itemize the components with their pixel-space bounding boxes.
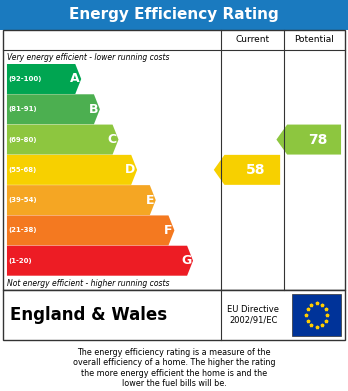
Polygon shape <box>7 246 193 276</box>
Text: EU Directive
2002/91/EC: EU Directive 2002/91/EC <box>227 305 279 325</box>
Text: B: B <box>89 103 98 116</box>
Text: (92-100): (92-100) <box>9 76 42 82</box>
Polygon shape <box>276 125 341 154</box>
Text: (55-68): (55-68) <box>9 167 37 173</box>
Bar <box>3 30 345 290</box>
FancyBboxPatch shape <box>0 0 348 30</box>
Text: Potential: Potential <box>294 36 334 45</box>
Text: C: C <box>108 133 117 146</box>
Text: E: E <box>145 194 154 206</box>
Polygon shape <box>7 185 156 215</box>
Text: F: F <box>164 224 173 237</box>
Text: (81-91): (81-91) <box>9 106 37 112</box>
Text: (39-54): (39-54) <box>9 197 37 203</box>
Polygon shape <box>7 64 81 94</box>
Polygon shape <box>7 215 174 246</box>
Text: England & Wales: England & Wales <box>10 306 168 324</box>
Text: (21-38): (21-38) <box>9 228 37 233</box>
Text: Very energy efficient - lower running costs: Very energy efficient - lower running co… <box>7 52 169 61</box>
Polygon shape <box>7 155 137 185</box>
Text: 58: 58 <box>246 163 266 177</box>
Bar <box>292 294 341 336</box>
Text: The energy efficiency rating is a measure of the
overall efficiency of a home. T: The energy efficiency rating is a measur… <box>73 348 275 388</box>
Text: A: A <box>70 72 79 86</box>
Text: Energy Efficiency Rating: Energy Efficiency Rating <box>69 7 279 23</box>
Polygon shape <box>214 155 280 185</box>
Bar <box>3 290 345 340</box>
Polygon shape <box>7 125 119 154</box>
Text: 78: 78 <box>308 133 327 147</box>
Text: (69-80): (69-80) <box>9 136 37 143</box>
Text: (1-20): (1-20) <box>9 258 32 264</box>
Text: Current: Current <box>235 36 269 45</box>
Text: Not energy efficient - higher running costs: Not energy efficient - higher running co… <box>7 278 169 287</box>
Text: D: D <box>125 163 135 176</box>
Polygon shape <box>7 94 100 124</box>
Text: G: G <box>181 254 191 267</box>
